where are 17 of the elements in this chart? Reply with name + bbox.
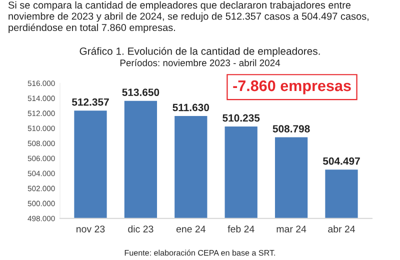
source-note: Fuente: elaboración CEPA en base a SRT.: [124, 250, 276, 256]
data-label: 508.798: [272, 125, 310, 132]
chart-subtitle: Períodos: noviembre 2023 - abril 2024: [120, 59, 280, 66]
data-label: 511.630: [172, 104, 210, 112]
x-tick-label: ene 24: [176, 226, 206, 232]
x-tick-label: nov 23: [76, 226, 105, 232]
data-label: 513.650: [122, 88, 160, 96]
data-label: 512.357: [72, 98, 109, 106]
data-label: 510.235: [222, 114, 260, 122]
data-label: 504.497: [323, 157, 360, 165]
x-tick-label: mar 24: [276, 226, 306, 232]
chart-title: Gráfico 1. Evolución de la cantidad de empleadores.: [80, 47, 320, 57]
x-tick-label: abr 24: [328, 225, 356, 232]
x-tick-label: feb 24: [228, 225, 254, 232]
text: Si se compara la cantidad de empleadores que declararon trabajadores entre noviembre de 2023 y abril de 2024, se redujo de 512.357 casos a 504.497 casos, perdiéndose en total 7.860 empresas.: [8, 1, 368, 34]
annotation: -7.860 empresas: [233, 80, 351, 94]
x-tick-label: dic 23: [128, 225, 154, 232]
